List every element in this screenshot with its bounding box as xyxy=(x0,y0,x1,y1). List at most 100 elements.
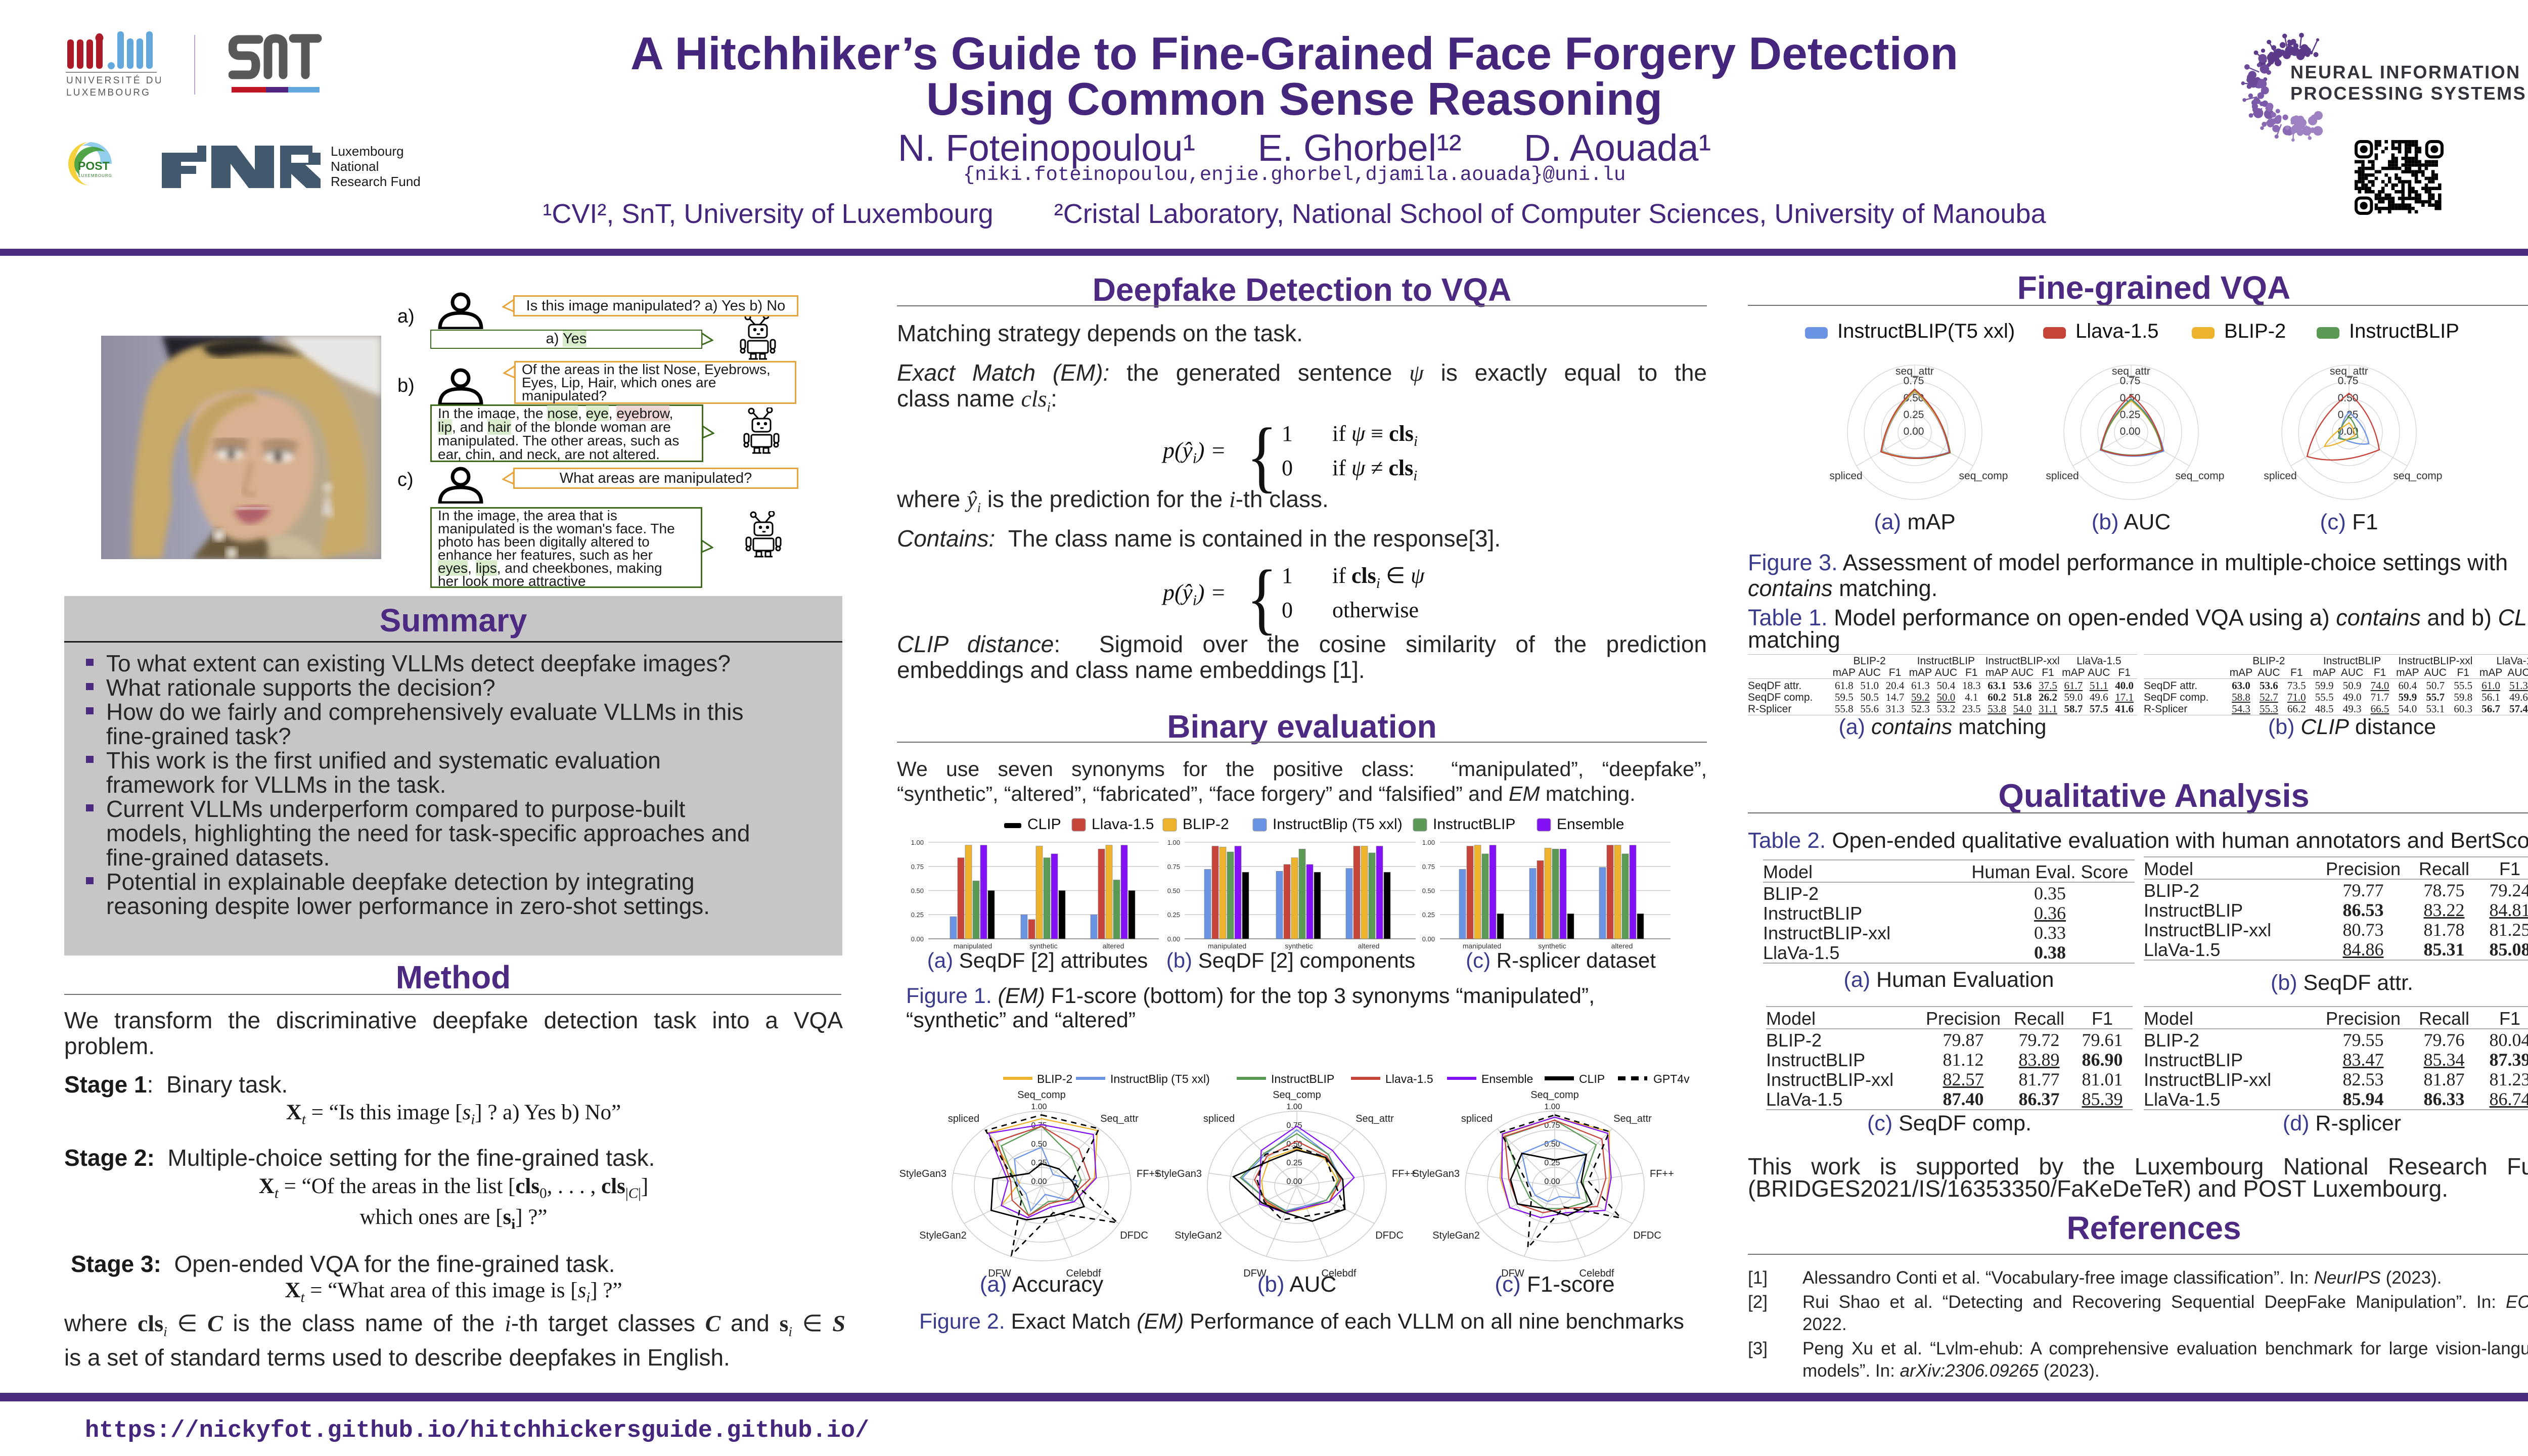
svg-text:0.00: 0.00 xyxy=(2120,426,2141,437)
svg-text:National: National xyxy=(331,159,379,174)
svg-text:spliced: spliced xyxy=(2264,470,2296,482)
svg-text:seq_attr: seq_attr xyxy=(2330,366,2368,377)
svg-text:Llava-1.5: Llava-1.5 xyxy=(2075,320,2159,342)
svg-text:seq_comp: seq_comp xyxy=(2394,470,2443,482)
svg-text:1.00: 1.00 xyxy=(1167,839,1180,846)
svg-text:0.75: 0.75 xyxy=(911,863,924,871)
svg-text:StyleGan3: StyleGan3 xyxy=(899,1168,946,1179)
svg-text:0.75: 0.75 xyxy=(2338,375,2359,387)
svg-text:Celebdf: Celebdf xyxy=(1579,1268,1614,1279)
svg-text:seq_attr: seq_attr xyxy=(2112,366,2150,377)
svg-text:GPT4v: GPT4v xyxy=(1653,1072,1690,1085)
svg-text:0.25: 0.25 xyxy=(1167,911,1180,919)
svg-text:0.00: 0.00 xyxy=(911,935,924,943)
svg-text:BLIP-2: BLIP-2 xyxy=(2224,320,2286,342)
svg-text:Luxembourg: Luxembourg xyxy=(331,145,404,159)
svg-text:altered: altered xyxy=(1358,942,1380,950)
svg-text:InstructBLIP: InstructBLIP xyxy=(2349,320,2459,342)
svg-text:CLIP: CLIP xyxy=(1579,1072,1605,1085)
svg-text:0.50: 0.50 xyxy=(1031,1140,1047,1149)
svg-text:FF++: FF++ xyxy=(1137,1168,1161,1179)
svg-text:seq_comp: seq_comp xyxy=(2176,470,2225,482)
svg-text:0.25: 0.25 xyxy=(1422,911,1435,919)
svg-text:InstructBlip (T5 xxl): InstructBlip (T5 xxl) xyxy=(1273,816,1403,833)
svg-text:Celebdf: Celebdf xyxy=(1066,1268,1101,1279)
svg-text:StyleGan2: StyleGan2 xyxy=(1175,1230,1222,1241)
svg-text:FF++: FF++ xyxy=(1650,1168,1674,1179)
svg-text:FF++: FF++ xyxy=(1392,1168,1416,1179)
svg-text:0.75: 0.75 xyxy=(1422,863,1435,871)
svg-text:1.00: 1.00 xyxy=(1544,1103,1560,1111)
svg-text:Seq_attr: Seq_attr xyxy=(1100,1113,1139,1124)
svg-text:Celebdf: Celebdf xyxy=(1322,1268,1357,1279)
svg-text:1.00: 1.00 xyxy=(1286,1103,1302,1111)
svg-text:0.75: 0.75 xyxy=(1167,863,1180,871)
svg-text:DFW: DFW xyxy=(1501,1268,1524,1279)
svg-text:0.50: 0.50 xyxy=(1167,887,1180,895)
svg-text:spliced: spliced xyxy=(1829,470,1862,482)
svg-text:PROCESSING SYSTEMS: PROCESSING SYSTEMS xyxy=(2290,83,2526,104)
svg-text:DFW: DFW xyxy=(988,1268,1011,1279)
svg-text:DFDC: DFDC xyxy=(1633,1230,1661,1241)
svg-text:0.00: 0.00 xyxy=(1167,935,1180,943)
svg-text:DFW: DFW xyxy=(1243,1268,1267,1279)
svg-text:0.50: 0.50 xyxy=(2338,392,2359,404)
svg-text:spliced: spliced xyxy=(948,1113,979,1124)
svg-text:0.25: 0.25 xyxy=(1544,1159,1560,1167)
svg-text:Ensemble: Ensemble xyxy=(1481,1072,1533,1085)
svg-text:DFDC: DFDC xyxy=(1375,1230,1404,1241)
svg-text:seq_comp: seq_comp xyxy=(1959,470,2008,482)
svg-text:spliced: spliced xyxy=(2046,470,2079,482)
svg-text:0.75: 0.75 xyxy=(1544,1121,1560,1130)
svg-text:InstructBLIP: InstructBLIP xyxy=(1433,816,1515,833)
svg-text:StyleGan2: StyleGan2 xyxy=(1432,1230,1479,1241)
svg-text:spliced: spliced xyxy=(1203,1113,1235,1124)
svg-text:0.25: 0.25 xyxy=(1286,1159,1302,1167)
svg-text:1.00: 1.00 xyxy=(1422,839,1435,846)
svg-text:StyleGan3: StyleGan3 xyxy=(1413,1168,1460,1179)
svg-text:0.00: 0.00 xyxy=(1031,1177,1047,1186)
svg-text:Seq_comp: Seq_comp xyxy=(1273,1089,1321,1101)
svg-text:StyleGan2: StyleGan2 xyxy=(919,1230,966,1241)
svg-text:StyleGan3: StyleGan3 xyxy=(1155,1168,1202,1179)
svg-text:Llava-1.5: Llava-1.5 xyxy=(1385,1072,1433,1085)
svg-text:altered: altered xyxy=(1103,942,1124,950)
svg-text:Seq_comp: Seq_comp xyxy=(1017,1089,1066,1101)
svg-text:synthetic: synthetic xyxy=(1029,942,1057,950)
svg-text:InstructBLIP: InstructBLIP xyxy=(1271,1072,1334,1085)
svg-text:LUXEMBOURG: LUXEMBOURG xyxy=(78,173,112,178)
svg-text:manipulated: manipulated xyxy=(954,942,992,950)
svg-text:LUXEMBOURG: LUXEMBOURG xyxy=(66,87,151,98)
svg-text:0.00: 0.00 xyxy=(1422,935,1435,943)
svg-text:seq_attr: seq_attr xyxy=(1895,366,1934,377)
svg-text:Seq_attr: Seq_attr xyxy=(1613,1113,1652,1124)
svg-text:0.50: 0.50 xyxy=(911,887,924,895)
svg-text:synthetic: synthetic xyxy=(1285,942,1313,950)
svg-text:Seq_comp: Seq_comp xyxy=(1530,1089,1579,1101)
svg-text:InstructBlip (T5 xxl): InstructBlip (T5 xxl) xyxy=(1110,1072,1210,1085)
svg-text:InstructBLIP(T5 xxl): InstructBLIP(T5 xxl) xyxy=(1837,320,2015,342)
svg-text:DFDC: DFDC xyxy=(1120,1230,1148,1241)
svg-text:synthetic: synthetic xyxy=(1538,942,1566,950)
svg-text:0.25: 0.25 xyxy=(1031,1159,1047,1167)
svg-text:Llava-1.5: Llava-1.5 xyxy=(1092,816,1154,833)
svg-text:0.25: 0.25 xyxy=(1904,409,1924,421)
svg-text:0.50: 0.50 xyxy=(1422,887,1435,895)
svg-text:NEURAL INFORMATION: NEURAL INFORMATION xyxy=(2290,62,2521,82)
svg-text:0.00: 0.00 xyxy=(1544,1177,1560,1186)
svg-text:Seq_attr: Seq_attr xyxy=(1356,1113,1394,1124)
svg-text:spliced: spliced xyxy=(1461,1113,1493,1124)
svg-text:0.75: 0.75 xyxy=(1904,375,1924,387)
svg-text:manipulated: manipulated xyxy=(1463,942,1501,950)
svg-text:1.00: 1.00 xyxy=(1031,1103,1047,1111)
svg-text:0.25: 0.25 xyxy=(911,911,924,919)
svg-text:POST: POST xyxy=(78,159,110,172)
svg-text:0.25: 0.25 xyxy=(2120,409,2141,421)
svg-text:0.75: 0.75 xyxy=(2120,375,2141,387)
svg-text:0.00: 0.00 xyxy=(1286,1177,1302,1186)
svg-text:Ensemble: Ensemble xyxy=(1557,816,1624,833)
svg-text:0.25: 0.25 xyxy=(2338,409,2359,421)
svg-text:Research Fund: Research Fund xyxy=(331,174,421,189)
svg-text:CLIP: CLIP xyxy=(1027,816,1061,833)
svg-text:1.00: 1.00 xyxy=(911,839,924,846)
